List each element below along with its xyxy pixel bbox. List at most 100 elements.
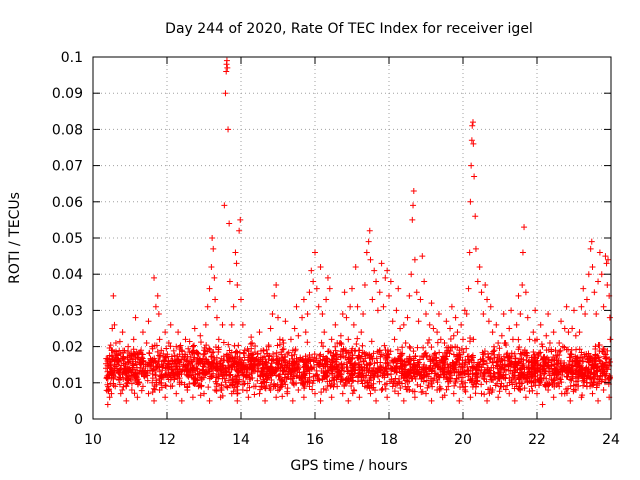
- data-point: [567, 397, 574, 404]
- data-point: [270, 350, 277, 357]
- data-point: [504, 354, 511, 361]
- data-point: [334, 383, 341, 390]
- data-point: [509, 381, 516, 388]
- data-point: [276, 336, 283, 343]
- data-point: [260, 379, 267, 386]
- data-point: [189, 343, 196, 350]
- data-point: [129, 364, 136, 371]
- y-axis-label: ROTI / TECUs: [7, 192, 23, 284]
- data-point: [580, 382, 587, 389]
- data-point: [472, 213, 479, 220]
- data-point: [291, 351, 298, 358]
- x-tick-label: 10: [84, 432, 102, 448]
- x-tick-label: 22: [528, 432, 546, 448]
- data-point: [400, 321, 407, 328]
- data-point: [356, 347, 363, 354]
- data-point: [484, 397, 491, 404]
- data-point: [599, 363, 606, 370]
- data-point: [174, 375, 181, 382]
- data-point: [306, 289, 313, 296]
- data-point: [279, 346, 286, 353]
- data-point: [405, 368, 412, 375]
- data-point: [200, 363, 207, 370]
- data-point: [490, 370, 497, 377]
- data-point: [217, 363, 224, 370]
- data-point: [213, 387, 220, 394]
- data-point: [310, 373, 317, 380]
- data-point: [598, 271, 605, 278]
- data-point: [363, 365, 370, 372]
- data-point: [410, 202, 417, 209]
- data-point: [167, 383, 174, 390]
- data-point: [516, 386, 523, 393]
- data-point: [447, 335, 454, 342]
- data-point: [471, 173, 478, 180]
- data-point: [456, 347, 463, 354]
- data-point: [370, 350, 377, 357]
- data-point: [474, 374, 481, 381]
- data-point: [313, 371, 320, 378]
- data-point: [369, 296, 376, 303]
- data-point: [225, 126, 232, 133]
- data-point: [220, 371, 227, 378]
- data-point: [605, 256, 612, 263]
- data-point: [536, 372, 543, 379]
- data-point: [515, 372, 522, 379]
- data-point: [252, 367, 259, 374]
- data-point: [137, 361, 144, 368]
- data-point: [602, 376, 609, 383]
- data-point: [431, 375, 438, 382]
- data-point: [107, 358, 114, 365]
- data-point: [355, 354, 362, 361]
- data-point: [603, 260, 610, 267]
- data-point: [489, 329, 496, 336]
- x-tick-label: 16: [306, 432, 324, 448]
- data-point: [134, 354, 141, 361]
- data-point: [550, 361, 557, 368]
- data-point: [461, 387, 468, 394]
- data-point: [233, 348, 240, 355]
- data-point: [245, 354, 252, 361]
- data-point: [109, 352, 116, 359]
- data-point: [522, 394, 529, 401]
- data-point: [539, 401, 546, 408]
- data-point: [420, 344, 427, 351]
- data-point: [320, 372, 327, 379]
- data-point: [532, 377, 539, 384]
- data-point: [211, 274, 218, 281]
- data-point: [323, 296, 330, 303]
- data-point: [240, 361, 247, 368]
- data-point: [318, 389, 325, 396]
- data-point: [228, 390, 235, 397]
- data-point: [373, 397, 380, 404]
- data-point: [232, 355, 239, 362]
- data-point: [578, 303, 585, 310]
- data-point: [578, 349, 585, 356]
- data-point: [469, 375, 476, 382]
- data-point: [515, 336, 522, 343]
- data-point: [495, 339, 502, 346]
- data-point: [373, 355, 380, 362]
- data-point: [553, 371, 560, 378]
- data-point: [520, 363, 527, 370]
- data-point: [122, 370, 129, 377]
- data-point: [167, 321, 174, 328]
- data-point: [222, 90, 229, 97]
- data-point: [239, 365, 246, 372]
- data-point: [417, 383, 424, 390]
- data-point: [339, 390, 346, 397]
- data-point: [169, 369, 176, 376]
- data-point: [580, 371, 587, 378]
- data-point: [244, 345, 251, 352]
- data-point: [373, 367, 380, 374]
- data-point: [333, 373, 340, 380]
- data-point: [478, 390, 485, 397]
- data-point: [279, 380, 286, 387]
- data-point: [165, 369, 172, 376]
- data-point: [530, 348, 537, 355]
- data-point: [274, 381, 281, 388]
- data-point: [545, 387, 552, 394]
- data-point: [131, 390, 138, 397]
- data-point: [511, 397, 518, 404]
- data-point: [532, 369, 539, 376]
